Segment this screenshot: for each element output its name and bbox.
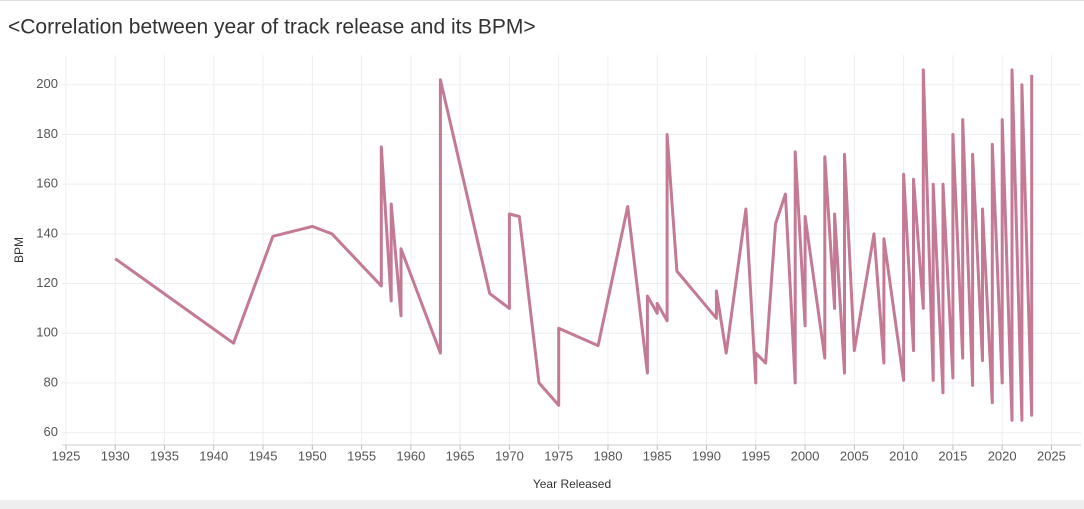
x-tick-label: 1980 — [594, 448, 623, 463]
x-tick-label: 1925 — [51, 448, 80, 463]
x-tick-label: 2025 — [1037, 448, 1066, 463]
y-tick-label: 120 — [36, 275, 58, 290]
y-tick-label: 80 — [44, 374, 58, 389]
chart-title: <Correlation between year of track relea… — [8, 16, 536, 39]
line — [114, 68, 1034, 422]
x-tick-label: 1970 — [495, 448, 524, 463]
x-tick-label: 1940 — [199, 448, 228, 463]
x-tick-label: 2000 — [791, 448, 820, 463]
x-tick-label: 1955 — [347, 448, 376, 463]
y-tick-label: 60 — [44, 424, 58, 439]
x-tick-label: 1930 — [101, 448, 130, 463]
x-tick-label: 1985 — [643, 448, 672, 463]
x-tick-label: 2010 — [889, 448, 918, 463]
x-tick-label: 2005 — [840, 448, 869, 463]
x-tick-label: 2015 — [938, 448, 967, 463]
x-tick-label: 1960 — [396, 448, 425, 463]
y-axis-label: BPM — [12, 237, 26, 263]
x-tick-label: 1965 — [446, 448, 475, 463]
y-tick-label: 100 — [36, 325, 58, 340]
x-tick-label: 1995 — [741, 448, 770, 463]
x-tick-label: 1990 — [692, 448, 721, 463]
y-tick-label: 180 — [36, 126, 58, 141]
x-tick-label: 2020 — [988, 448, 1017, 463]
y-tick-label: 200 — [36, 76, 58, 91]
bottom-bar — [0, 500, 1084, 509]
x-tick-label: 1975 — [544, 448, 573, 463]
x-axis-label: Year Released — [533, 477, 611, 491]
y-tick-label: 160 — [36, 176, 58, 191]
y-tick-label: 140 — [36, 225, 58, 240]
x-tick-label: 1935 — [150, 448, 179, 463]
x-tick-label: 1945 — [249, 448, 278, 463]
x-tick-label: 1950 — [298, 448, 327, 463]
